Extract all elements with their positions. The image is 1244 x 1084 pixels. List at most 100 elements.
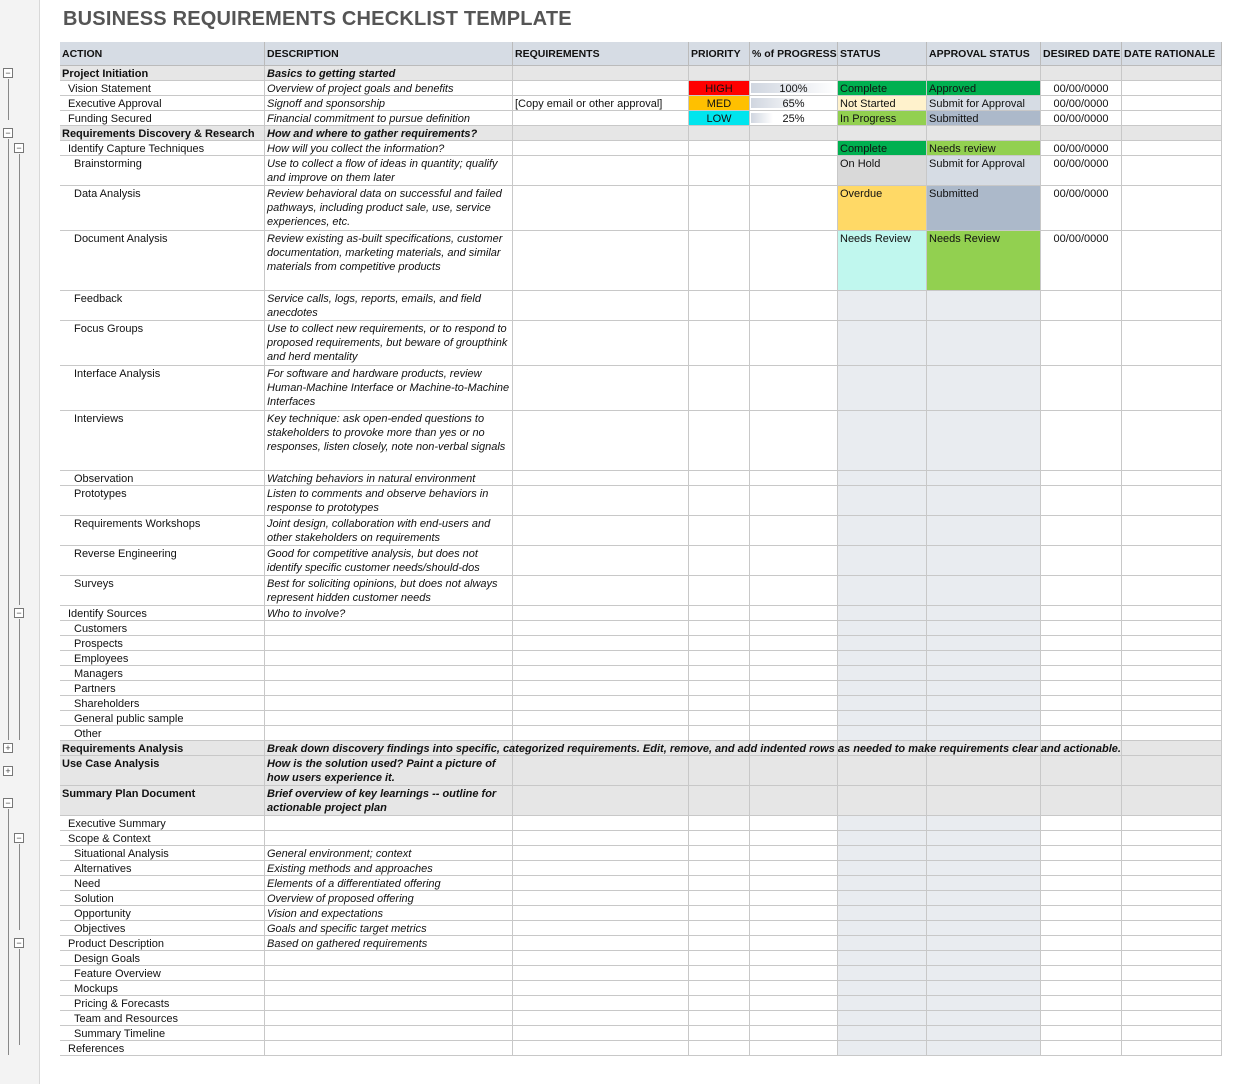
cell-priority[interactable]: [689, 141, 750, 156]
cell-desc[interactable]: For software and hardware products, revi…: [265, 366, 513, 411]
cell-priority[interactable]: [689, 876, 750, 891]
cell-req[interactable]: [513, 831, 689, 846]
cell-desc[interactable]: [265, 711, 513, 726]
cell-rationale[interactable]: [1122, 111, 1222, 126]
cell-req[interactable]: [513, 681, 689, 696]
cell-action[interactable]: Feedback: [60, 291, 265, 321]
cell-date[interactable]: [1041, 951, 1122, 966]
cell-approval[interactable]: [927, 831, 1041, 846]
cell-progress[interactable]: [750, 126, 838, 141]
cell-approval[interactable]: [927, 546, 1041, 576]
column-header-priority[interactable]: PRIORITY: [689, 42, 750, 66]
cell-req[interactable]: [513, 996, 689, 1011]
cell-progress[interactable]: [750, 846, 838, 861]
cell-req[interactable]: [513, 876, 689, 891]
cell-req[interactable]: [513, 696, 689, 711]
cell-priority[interactable]: LOW: [689, 111, 750, 126]
cell-desc[interactable]: Joint design, collaboration with end-use…: [265, 516, 513, 546]
cell-req[interactable]: [513, 951, 689, 966]
cell-progress[interactable]: [750, 66, 838, 81]
cell-priority[interactable]: [689, 1011, 750, 1026]
collapse-group-icon[interactable]: −: [3, 68, 13, 78]
cell-rationale[interactable]: [1122, 96, 1222, 111]
cell-req[interactable]: [513, 186, 689, 231]
cell-rationale[interactable]: [1122, 666, 1222, 681]
cell-progress[interactable]: [750, 141, 838, 156]
cell-priority[interactable]: [689, 726, 750, 741]
cell-desc[interactable]: Listen to comments and observe behaviors…: [265, 486, 513, 516]
cell-rationale[interactable]: [1122, 486, 1222, 516]
cell-progress[interactable]: [750, 651, 838, 666]
cell-status[interactable]: Complete: [838, 141, 927, 156]
cell-rationale[interactable]: [1122, 861, 1222, 876]
cell-action[interactable]: Pricing & Forecasts: [60, 996, 265, 1011]
cell-approval[interactable]: [927, 486, 1041, 516]
cell-desc[interactable]: [265, 981, 513, 996]
collapse-group-icon[interactable]: −: [14, 143, 24, 153]
cell-rationale[interactable]: [1122, 471, 1222, 486]
cell-rationale[interactable]: [1122, 516, 1222, 546]
cell-priority[interactable]: [689, 366, 750, 411]
cell-req[interactable]: [513, 846, 689, 861]
cell-progress[interactable]: [750, 516, 838, 546]
cell-date[interactable]: [1041, 891, 1122, 906]
cell-status[interactable]: [838, 321, 927, 366]
cell-status[interactable]: [838, 1026, 927, 1041]
cell-approval[interactable]: Needs Review: [927, 231, 1041, 291]
cell-req[interactable]: [513, 81, 689, 96]
cell-progress[interactable]: [750, 411, 838, 471]
cell-desc[interactable]: Best for soliciting opinions, but does n…: [265, 576, 513, 606]
cell-action[interactable]: Project Initiation: [60, 66, 265, 81]
cell-status[interactable]: [838, 966, 927, 981]
cell-rationale[interactable]: [1122, 66, 1222, 81]
cell-progress[interactable]: [750, 996, 838, 1011]
cell-desc[interactable]: Good for competitive analysis, but does …: [265, 546, 513, 576]
cell-approval[interactable]: [927, 606, 1041, 621]
cell-rationale[interactable]: [1122, 831, 1222, 846]
cell-desc[interactable]: Break down discovery findings into speci…: [265, 741, 1121, 756]
cell-approval[interactable]: [927, 741, 1041, 756]
cell-desc[interactable]: [265, 816, 513, 831]
cell-action[interactable]: Requirements Workshops: [60, 516, 265, 546]
cell-priority[interactable]: [689, 231, 750, 291]
cell-req[interactable]: [513, 906, 689, 921]
cell-approval[interactable]: [927, 756, 1041, 786]
cell-date[interactable]: 00/00/0000: [1041, 231, 1122, 291]
column-header-rationale[interactable]: DATE RATIONALE: [1122, 42, 1222, 66]
cell-progress[interactable]: [750, 951, 838, 966]
cell-progress[interactable]: [750, 756, 838, 786]
column-header-approval[interactable]: APPROVAL STATUS: [927, 42, 1041, 66]
cell-req[interactable]: [513, 321, 689, 366]
cell-status[interactable]: [838, 546, 927, 576]
cell-status[interactable]: [838, 741, 927, 756]
cell-progress[interactable]: [750, 726, 838, 741]
cell-status[interactable]: [838, 951, 927, 966]
cell-desc[interactable]: How and where to gather requirements?: [265, 126, 513, 141]
cell-progress[interactable]: [750, 741, 838, 756]
cell-req[interactable]: [513, 366, 689, 411]
cell-progress[interactable]: [750, 546, 838, 576]
cell-action[interactable]: Employees: [60, 651, 265, 666]
cell-priority[interactable]: [689, 861, 750, 876]
cell-approval[interactable]: [927, 816, 1041, 831]
collapse-group-icon[interactable]: −: [14, 938, 24, 948]
cell-approval[interactable]: [927, 696, 1041, 711]
cell-action[interactable]: Document Analysis: [60, 231, 265, 291]
cell-action[interactable]: Mockups: [60, 981, 265, 996]
cell-progress[interactable]: [750, 966, 838, 981]
cell-date[interactable]: [1041, 831, 1122, 846]
cell-priority[interactable]: [689, 291, 750, 321]
cell-progress[interactable]: [750, 156, 838, 186]
cell-progress[interactable]: [750, 861, 838, 876]
cell-priority[interactable]: [689, 966, 750, 981]
cell-priority[interactable]: [689, 741, 750, 756]
collapse-group-icon[interactable]: −: [14, 608, 24, 618]
cell-status[interactable]: [838, 621, 927, 636]
cell-req[interactable]: [513, 816, 689, 831]
cell-action[interactable]: Requirements Analysis: [60, 741, 265, 756]
cell-desc[interactable]: Use to collect a flow of ideas in quanti…: [265, 156, 513, 186]
cell-req[interactable]: [513, 141, 689, 156]
cell-action[interactable]: General public sample: [60, 711, 265, 726]
cell-approval[interactable]: [927, 651, 1041, 666]
cell-priority[interactable]: [689, 666, 750, 681]
